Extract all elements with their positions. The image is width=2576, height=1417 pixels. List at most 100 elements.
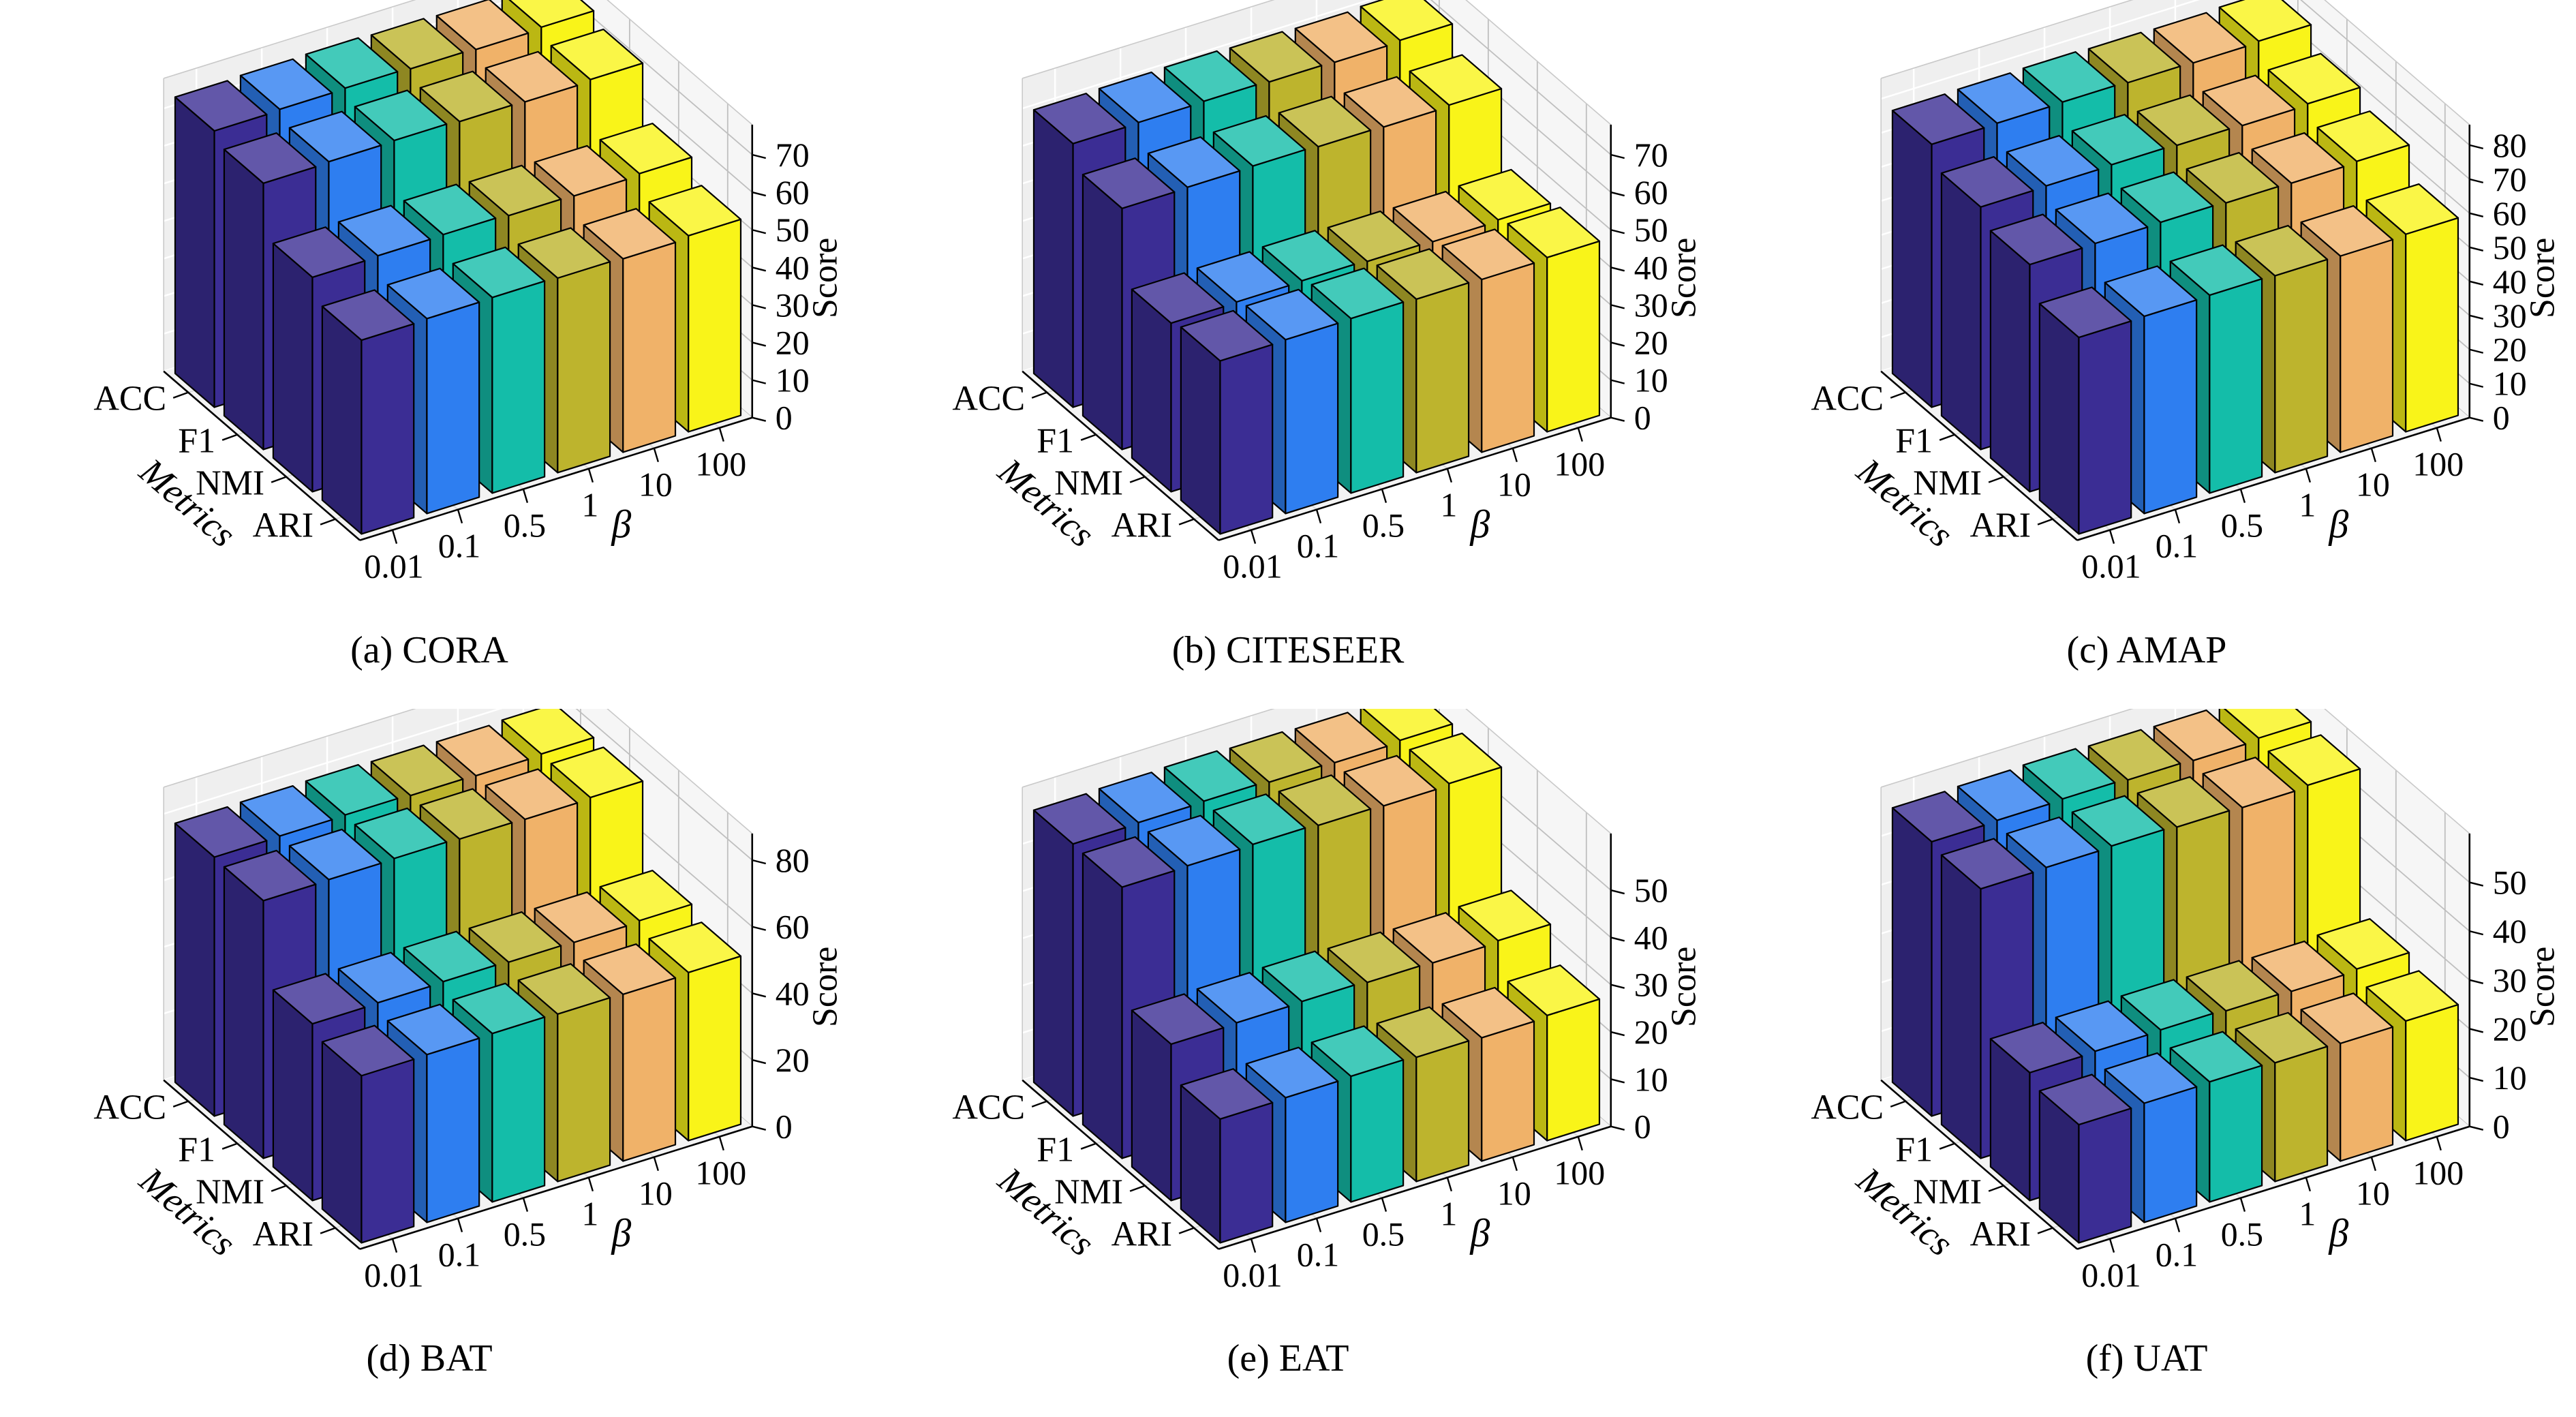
bar-top-face: [1343, 755, 1437, 806]
z-tick-label: 20: [1634, 323, 1668, 361]
metric-tick-label: ARI: [253, 1215, 314, 1253]
bar-left-face: [272, 243, 313, 493]
beta-tick: [1381, 1197, 1387, 1212]
bar-top-face: [370, 18, 464, 70]
pane-edge: [607, 708, 753, 834]
bar-left-face: [223, 149, 264, 451]
beta-tick-label: 0.01: [2081, 547, 2141, 585]
bar-top-face: [1163, 50, 1257, 102]
bar-front-face: [2078, 1107, 2132, 1244]
bar-top-face: [1376, 1005, 1470, 1058]
beta-axis-line: [359, 1125, 753, 1250]
axis-labels: [1031, 889, 1625, 1253]
beta-tick-label: 10: [2356, 1174, 2390, 1212]
beta-tick: [457, 1217, 463, 1232]
metric-tick: [320, 518, 336, 525]
beta-tick: [653, 448, 659, 463]
z-tick-label: 20: [1634, 1013, 1668, 1051]
metric-tick: [271, 1185, 287, 1192]
bar-left-face: [1082, 174, 1123, 451]
bar-top-face: [419, 787, 513, 840]
beta-tick: [391, 1238, 398, 1253]
pane-edge: [1022, 0, 1275, 79]
bar-top-face: [435, 724, 530, 776]
metric-tick: [1890, 391, 1906, 399]
z-tick: [1610, 984, 1625, 989]
chart-caption-amap: (c) AMAP: [2066, 628, 2227, 671]
bar-front-face: [491, 280, 546, 494]
beta-tick: [1315, 509, 1322, 523]
z-tick: [752, 859, 767, 864]
beta-tick-label: 0.01: [1223, 1255, 1282, 1294]
z-tick: [1610, 1125, 1625, 1131]
bar-top-face: [1940, 837, 2034, 889]
bars: [1891, 708, 2459, 1244]
bar-top-face: [534, 144, 628, 197]
bar-top-face: [2120, 978, 2214, 1031]
pane-edge: [1022, 708, 1275, 788]
bar-front-face: [1481, 262, 1535, 453]
bar-top-face: [452, 246, 546, 299]
bar-front-face: [2143, 299, 2198, 515]
beta-axis-title: β: [611, 502, 631, 547]
beta-tick: [522, 489, 529, 503]
bar-top-face: [1310, 1024, 1405, 1077]
bar-top-face: [1163, 750, 1257, 802]
beta-tick: [1446, 468, 1453, 483]
bar-top-face: [1261, 950, 1355, 1002]
bar-top-face: [1196, 971, 1290, 1024]
bar-top-face: [1458, 889, 1552, 941]
bar-top-face: [1957, 769, 2051, 821]
beta-tick-label: 0.1: [1297, 1235, 1339, 1273]
bar-top-face: [599, 869, 693, 921]
bar-top-face: [2006, 135, 2100, 187]
beta-tick-label: 10: [1497, 466, 1531, 504]
bar-top-face: [1327, 210, 1421, 262]
bar-top-face: [321, 1024, 415, 1076]
bar-front-face: [2274, 1045, 2329, 1183]
bar-top-face: [2038, 1073, 2132, 1125]
bar-top-face: [2223, 708, 2312, 739]
z-tick-label: 10: [2493, 1058, 2527, 1097]
bar-ARI-beta-0.01: [1180, 309, 1274, 535]
bars: [1032, 0, 1601, 535]
bar-top-face: [517, 962, 611, 1015]
metric-tick: [2037, 518, 2053, 525]
beta-tick: [718, 1136, 724, 1151]
axis-spines: [163, 833, 754, 1250]
beta-tick-label: 0.1: [438, 1235, 480, 1273]
bar-front-face: [1415, 1039, 1470, 1183]
z-tick: [2469, 382, 2484, 388]
bar-front-face: [2405, 217, 2459, 433]
z-tick-label: 20: [776, 323, 810, 361]
beta-tick-label: 0.5: [2221, 506, 2263, 545]
metric-tick-label: ARI: [253, 506, 314, 545]
bar-ARI-beta-0.5: [452, 246, 546, 494]
z-tick: [1610, 304, 1625, 309]
bar-top-face: [2186, 151, 2280, 204]
bar-top-face: [386, 267, 480, 320]
axis-labels: [172, 153, 767, 544]
metric-tick-label: ARI: [1970, 1215, 2031, 1253]
bar-left-face: [1032, 809, 1074, 1117]
metric-tick-label: F1: [1895, 422, 1933, 461]
beta-tick: [2174, 1217, 2181, 1232]
bar-top-face: [1294, 711, 1388, 763]
metric-tick-label: F1: [1037, 422, 1074, 461]
bar-top-face: [1957, 72, 2051, 124]
bar-top-face: [2300, 204, 2394, 257]
axis-spines: [1880, 124, 2471, 541]
z-tick: [1610, 1031, 1625, 1036]
bar-top-face: [1082, 157, 1176, 209]
bar-top-face: [550, 28, 644, 80]
z-tick: [752, 304, 767, 309]
bar-top-face: [2267, 733, 2361, 786]
z-tick: [1610, 379, 1625, 384]
z-tick-label: 10: [2493, 365, 2527, 403]
score-axis-title: Score: [2524, 238, 2562, 318]
bar-top-face: [1261, 230, 1355, 282]
z-tick-label: 40: [776, 974, 810, 1012]
bars: [174, 708, 742, 1244]
z-tick: [2469, 280, 2484, 286]
